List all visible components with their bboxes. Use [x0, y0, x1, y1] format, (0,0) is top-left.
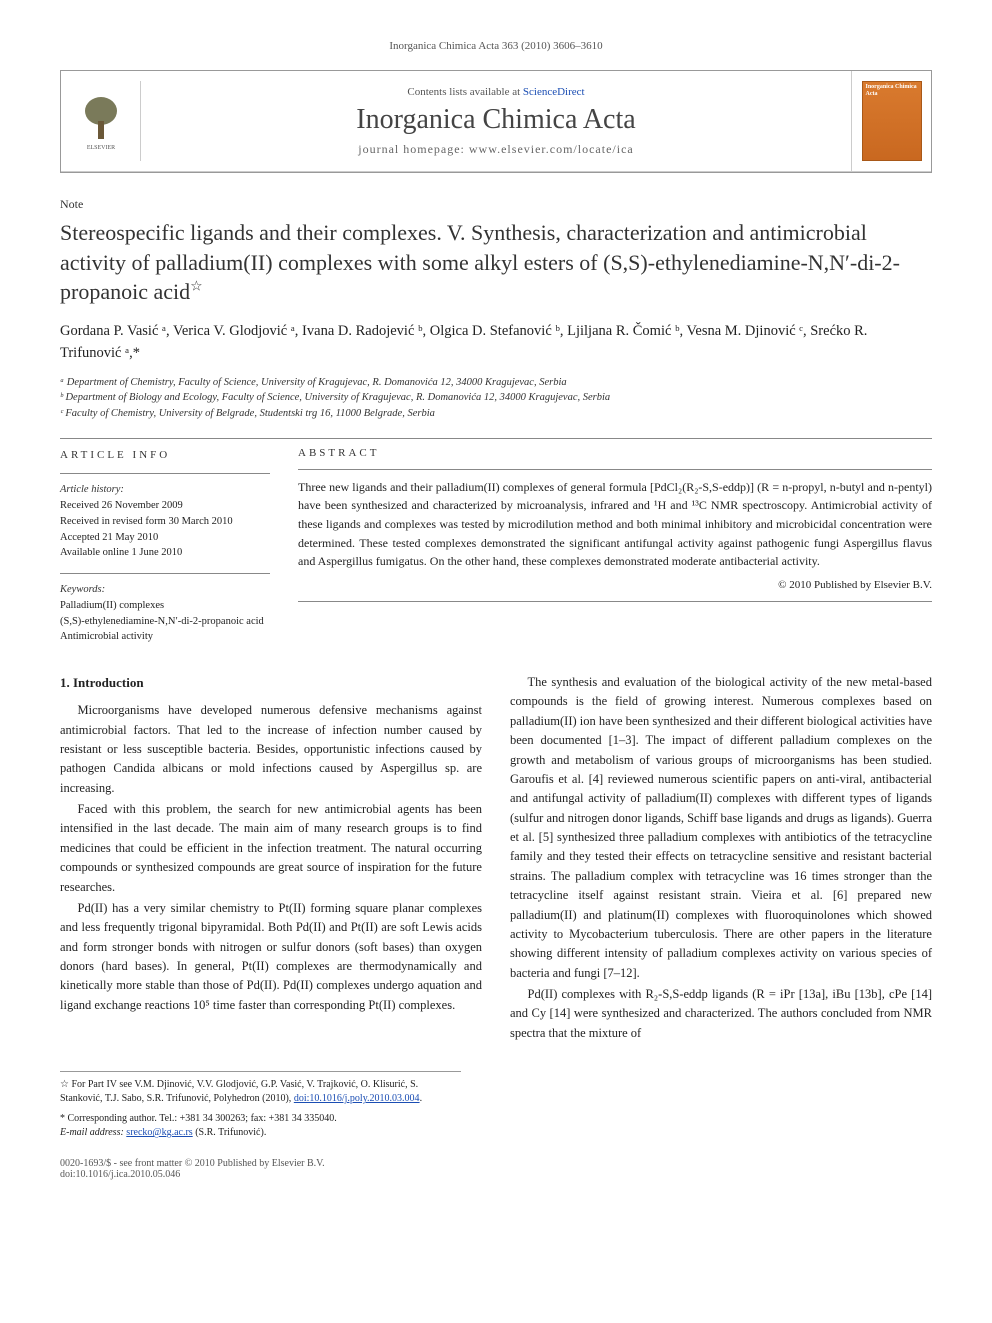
article-type-label: Note	[60, 197, 932, 212]
history-label: Article history:	[60, 482, 270, 498]
email-link[interactable]: srecko@kg.ac.rs	[126, 1127, 192, 1138]
abstract-column: ABSTRACT Three new ligands and their pal…	[298, 447, 932, 645]
affiliation-b: ᵇ Department of Biology and Ecology, Fac…	[60, 390, 932, 406]
divider	[60, 438, 932, 439]
sciencedirect-link[interactable]: ScienceDirect	[523, 86, 585, 98]
title-text: Stereospecific ligands and their complex…	[60, 220, 900, 304]
email-label: E-mail address:	[60, 1127, 124, 1138]
para-3: Pd(II) has a very similar chemistry to P…	[60, 899, 482, 1015]
article-title: Stereospecific ligands and their complex…	[60, 218, 932, 307]
corresponding-author-note: * Corresponding author. Tel.: +381 34 30…	[60, 1112, 461, 1126]
affiliation-a: ᵃ Department of Chemistry, Faculty of Sc…	[60, 375, 932, 391]
keyword-3: Antimicrobial activity	[60, 629, 270, 645]
bottom-meta: 0020-1693/$ - see front matter © 2010 Pu…	[60, 1158, 932, 1180]
journal-header-box: ELSEVIER Contents lists available at Sci…	[60, 70, 932, 173]
author-list: Gordana P. Vasić ᵃ, Verica V. Glodjović …	[60, 321, 932, 365]
email-owner: (S.R. Trifunović).	[195, 1127, 266, 1138]
history-online: Available online 1 June 2010	[60, 545, 270, 561]
doi-line: doi:10.1016/j.ica.2010.05.046	[60, 1169, 932, 1180]
footnotes: ☆ For Part IV see V.M. Djinović, V.V. Gl…	[60, 1071, 461, 1140]
elsevier-logo: ELSEVIER	[61, 81, 141, 161]
history-revised: Received in revised form 30 March 2010	[60, 514, 270, 530]
svg-text:ELSEVIER: ELSEVIER	[86, 145, 114, 151]
journal-name: Inorganica Chimica Acta	[141, 104, 851, 136]
elsevier-tree-icon: ELSEVIER	[77, 91, 125, 151]
star-footnote: ☆ For Part IV see V.M. Djinović, V.V. Gl…	[60, 1078, 461, 1106]
abstract-copyright: © 2010 Published by Elsevier B.V.	[298, 579, 932, 591]
star-doi-link[interactable]: doi:10.1016/j.poly.2010.03.004	[294, 1093, 420, 1104]
para-5: Pd(II) complexes with R₂-S,S-eddp ligand…	[510, 985, 932, 1043]
para-1: Microorganisms have developed numerous d…	[60, 701, 482, 798]
contents-available-line: Contents lists available at ScienceDirec…	[141, 86, 851, 98]
email-line: E-mail address: srecko@kg.ac.rs (S.R. Tr…	[60, 1126, 461, 1140]
abstract-text: Three new ligands and their palladium(II…	[298, 478, 932, 571]
homepage-url: www.elsevier.com/locate/ica	[469, 142, 634, 156]
homepage-prefix: journal homepage:	[358, 142, 469, 156]
para-4: The synthesis and evaluation of the biol…	[510, 673, 932, 983]
header-citation: Inorganica Chimica Acta 363 (2010) 3606–…	[60, 40, 932, 52]
article-info-heading: ARTICLE INFO	[60, 447, 270, 464]
article-info-column: ARTICLE INFO Article history: Received 2…	[60, 447, 270, 645]
star-note-suffix: .	[420, 1093, 423, 1104]
keyword-2: (S,S)-ethylenediamine-N,N′-di-2-propanoi…	[60, 614, 270, 630]
journal-cover-thumbnail: Inorganica Chimica Acta	[851, 71, 931, 171]
keyword-1: Palladium(II) complexes	[60, 598, 270, 614]
history-accepted: Accepted 21 May 2010	[60, 530, 270, 546]
history-received: Received 26 November 2009	[60, 498, 270, 514]
para-2: Faced with this problem, the search for …	[60, 800, 482, 897]
cover-title-text: Inorganica Chimica Acta	[863, 82, 921, 99]
keywords-label: Keywords:	[60, 582, 270, 598]
contents-prefix: Contents lists available at	[407, 86, 522, 98]
journal-homepage-line: journal homepage: www.elsevier.com/locat…	[141, 142, 851, 157]
issn-line: 0020-1693/$ - see front matter © 2010 Pu…	[60, 1158, 932, 1169]
affiliation-c: ᶜ Faculty of Chemistry, University of Be…	[60, 406, 932, 422]
affiliations: ᵃ Department of Chemistry, Faculty of Sc…	[60, 375, 932, 422]
title-footnote-star: ☆	[190, 280, 203, 295]
body-two-column: 1. Introduction Microorganisms have deve…	[60, 673, 932, 1043]
section-1-heading: 1. Introduction	[60, 673, 482, 693]
abstract-heading: ABSTRACT	[298, 447, 932, 459]
